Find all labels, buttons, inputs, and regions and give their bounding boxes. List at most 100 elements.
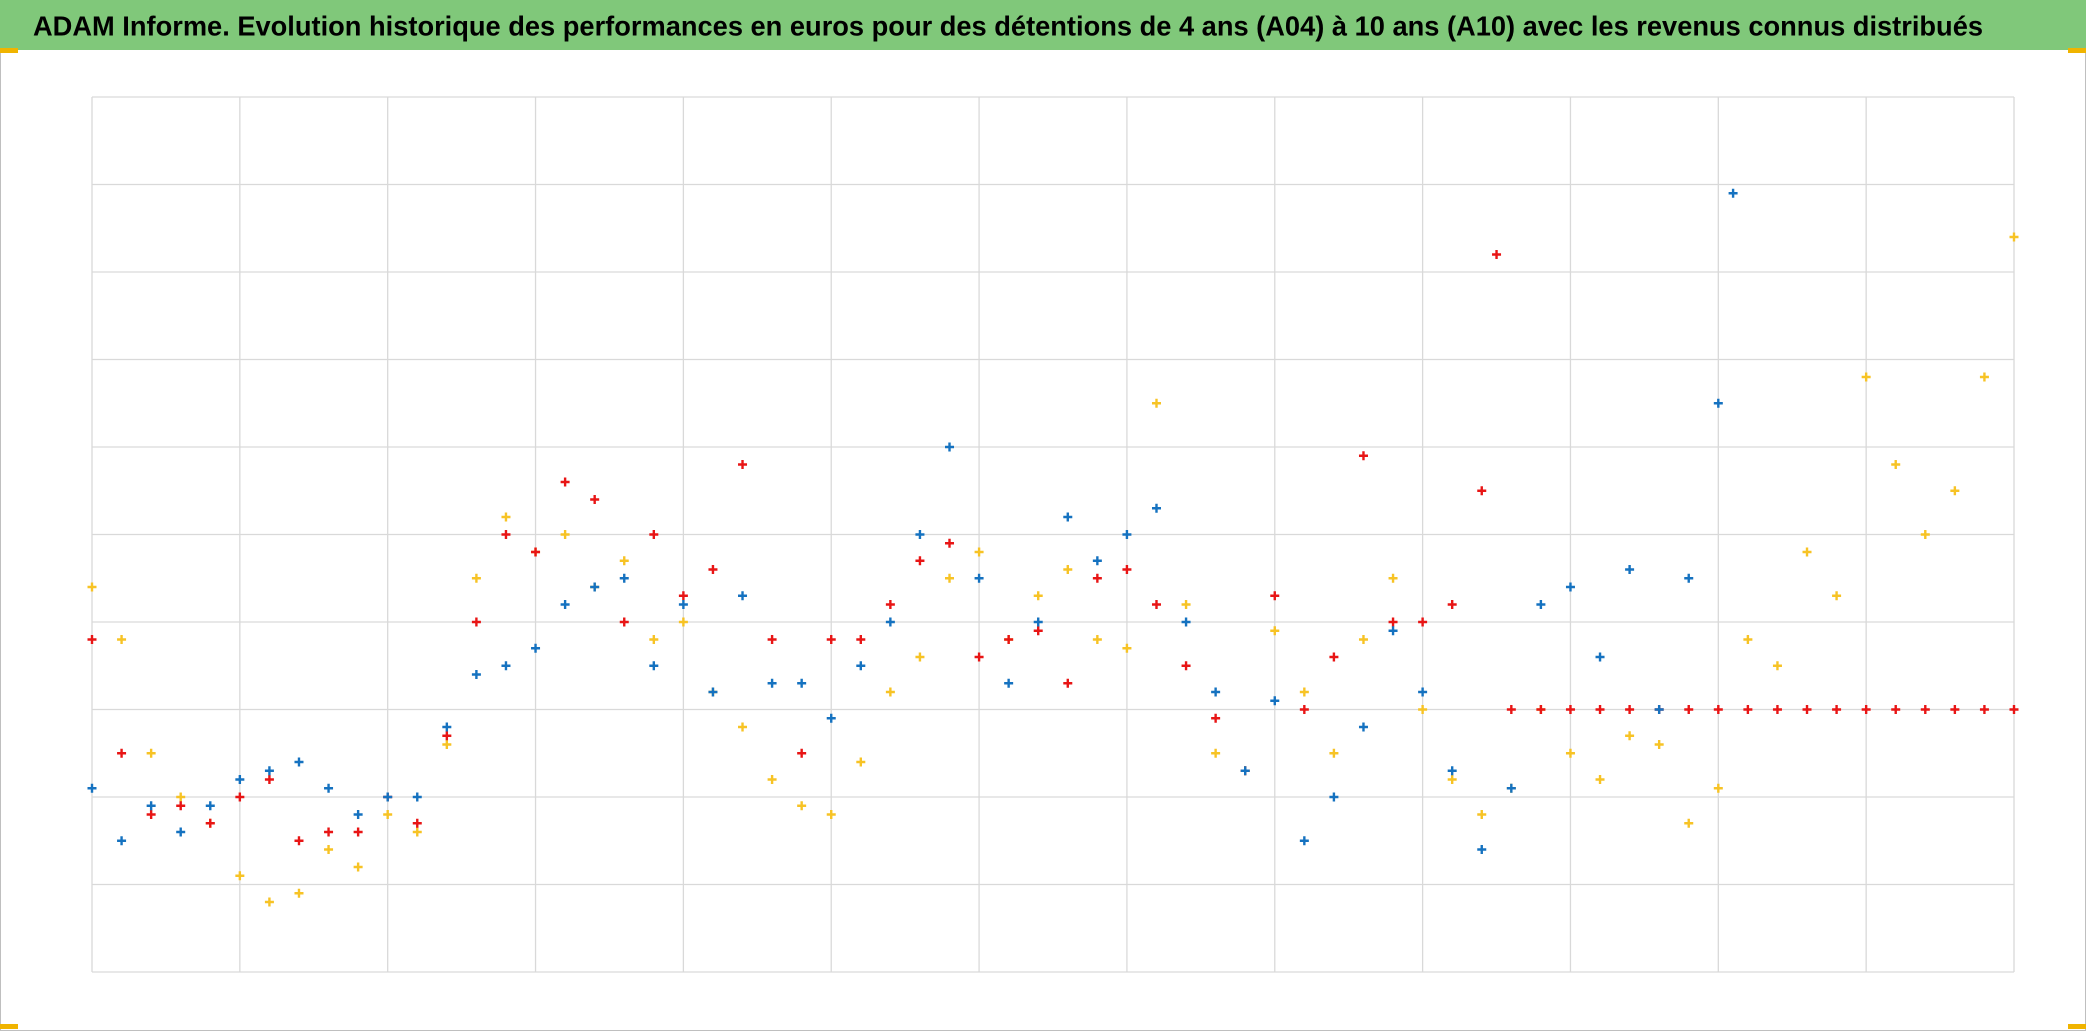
marker	[353, 827, 363, 837]
marker	[205, 818, 215, 828]
marker	[1506, 705, 1516, 714]
marker	[1329, 748, 1339, 758]
marker	[1565, 705, 1575, 714]
marker	[412, 792, 422, 802]
marker	[560, 600, 570, 609]
marker	[915, 530, 925, 539]
marker	[1151, 503, 1161, 513]
marker	[1595, 775, 1605, 784]
marker	[649, 635, 659, 644]
marker	[235, 775, 245, 784]
marker	[1388, 626, 1398, 636]
marker	[708, 687, 718, 697]
marker	[1270, 626, 1280, 636]
marker	[1743, 635, 1753, 644]
marker	[1358, 451, 1368, 461]
marker	[619, 556, 629, 566]
marker	[442, 740, 452, 749]
marker	[1625, 731, 1635, 741]
marker	[1950, 486, 1960, 496]
marker	[1595, 652, 1605, 662]
marker	[915, 652, 925, 662]
marker	[1832, 705, 1842, 714]
marker	[1979, 372, 1989, 382]
marker	[1122, 530, 1132, 539]
marker	[146, 810, 156, 819]
marker	[738, 722, 748, 732]
marker	[1565, 582, 1575, 592]
marker	[1772, 705, 1782, 714]
marker	[205, 801, 215, 811]
marker	[471, 573, 481, 583]
marker	[1092, 556, 1102, 566]
marker	[678, 600, 688, 609]
corner	[2068, 48, 2086, 53]
marker	[471, 617, 481, 627]
marker	[176, 801, 186, 811]
marker	[915, 556, 925, 566]
marker	[797, 748, 807, 758]
marker	[649, 530, 659, 539]
marker	[1122, 565, 1132, 574]
marker	[678, 617, 688, 627]
marker	[1418, 617, 1428, 627]
marker	[1299, 836, 1309, 846]
marker	[738, 591, 748, 601]
marker	[1625, 565, 1635, 574]
corner	[0, 48, 18, 53]
marker	[1477, 810, 1487, 819]
marker	[294, 757, 304, 767]
marker	[619, 617, 629, 627]
marker	[974, 547, 984, 557]
marker	[974, 652, 984, 662]
marker	[1861, 705, 1871, 714]
marker	[1211, 748, 1221, 758]
marker	[1418, 687, 1428, 697]
marker	[1920, 705, 1930, 714]
marker	[1211, 687, 1221, 697]
marker	[1536, 705, 1546, 714]
marker	[856, 661, 866, 671]
marker	[974, 573, 984, 583]
marker	[501, 512, 511, 522]
marker	[1122, 643, 1132, 653]
marker	[1654, 740, 1664, 749]
marker	[353, 862, 363, 872]
marker	[87, 783, 97, 793]
marker	[738, 460, 748, 469]
marker	[2009, 705, 2019, 714]
marker	[1713, 783, 1723, 793]
marker	[1418, 705, 1428, 714]
marker	[471, 670, 481, 679]
marker	[2009, 232, 2019, 242]
marker	[856, 757, 866, 767]
marker	[1181, 600, 1191, 609]
marker	[1388, 617, 1398, 627]
marker	[1388, 573, 1398, 583]
marker	[1240, 766, 1250, 776]
marker	[1684, 573, 1694, 583]
marker	[1654, 705, 1664, 714]
marker	[945, 538, 955, 548]
marker	[856, 635, 866, 644]
marker	[117, 836, 127, 846]
marker	[826, 635, 836, 644]
marker	[1033, 626, 1043, 636]
marker	[826, 810, 836, 819]
marker	[324, 845, 334, 854]
marker	[294, 836, 304, 846]
marker	[1004, 635, 1014, 644]
marker	[1802, 705, 1812, 714]
marker	[1063, 678, 1073, 688]
marker	[1625, 705, 1635, 714]
marker	[146, 801, 156, 811]
marker	[235, 871, 245, 881]
marker	[678, 591, 688, 601]
marker	[1092, 635, 1102, 644]
marker	[767, 678, 777, 688]
marker	[531, 643, 541, 653]
marker	[442, 731, 452, 741]
marker	[560, 530, 570, 539]
marker	[412, 818, 422, 828]
marker	[1151, 600, 1161, 609]
